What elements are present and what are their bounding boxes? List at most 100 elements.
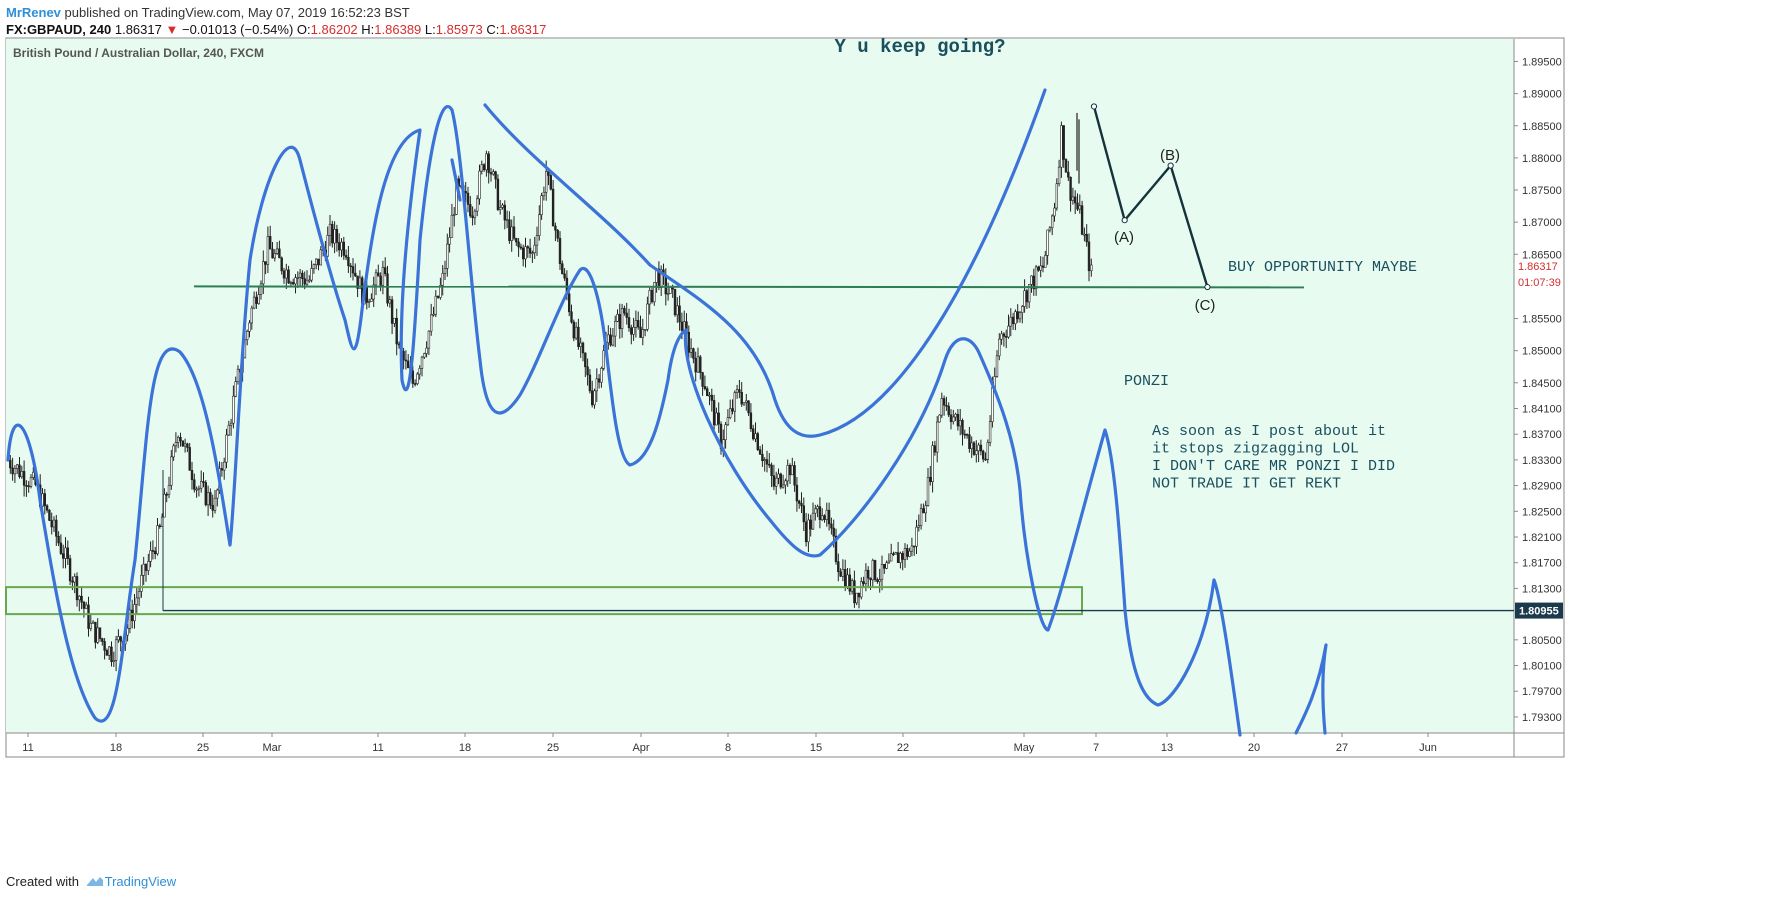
x-tick-label: 25 (547, 742, 559, 754)
x-tick-label: 7 (1093, 742, 1099, 754)
candle-body (825, 509, 829, 520)
candle-body (593, 390, 596, 406)
candle-body (807, 519, 810, 543)
wave-label-a: (A) (1114, 229, 1134, 246)
freehand-arc-top[interactable] (483, 88, 1047, 438)
candle-body (498, 207, 502, 210)
wave-pivot[interactable] (1121, 217, 1128, 224)
candle-body (1051, 215, 1054, 229)
candle-body (761, 453, 764, 462)
wave-pivot[interactable] (1167, 162, 1174, 169)
candle-body (726, 417, 730, 426)
candle-body (18, 464, 21, 478)
candle-body (820, 515, 824, 521)
y-tick-label: 1.85000 (1522, 346, 1562, 358)
low-label: L: (424, 22, 436, 37)
candle-body (906, 548, 909, 557)
candle-body (156, 525, 159, 555)
freehand-wave-right[interactable] (683, 328, 1242, 737)
candle-body (521, 247, 525, 260)
open-label: O: (296, 22, 311, 37)
candle-body (303, 278, 306, 285)
candle-body (411, 370, 414, 384)
tradingview-brand[interactable]: TradingView (104, 874, 177, 889)
candle-body (740, 392, 743, 405)
candle-body (61, 553, 65, 559)
candle-body (101, 638, 104, 642)
candle-body (607, 334, 610, 344)
candle-body (986, 442, 990, 460)
candle-body (73, 576, 76, 583)
candle-body (581, 342, 585, 354)
candle-body (625, 312, 628, 318)
candle-body (998, 338, 1001, 357)
chart-pane[interactable] (6, 39, 1514, 733)
candle-body (1030, 275, 1033, 285)
candle-body (915, 526, 918, 547)
candle-body (252, 296, 256, 309)
candle-body (227, 424, 230, 436)
candle-body (469, 204, 472, 217)
annotation-note-line: I DON'T CARE MR PONZI I DID (1152, 458, 1395, 475)
candle-body (919, 508, 923, 526)
candle-body (850, 580, 854, 592)
candle-body (172, 445, 175, 458)
candle-body (351, 266, 355, 274)
freehand-wave-end[interactable] (1294, 643, 1328, 735)
abc-wave-line[interactable] (1092, 106, 1209, 288)
candle-body (866, 569, 870, 579)
candle-body (1048, 227, 1052, 231)
candle-body (611, 335, 615, 346)
x-tick-label: 8 (725, 742, 731, 754)
candle-body (206, 492, 210, 506)
candle-body (650, 290, 654, 303)
candle-body (52, 519, 56, 528)
candle-body (1041, 265, 1045, 268)
candle-body (1025, 290, 1029, 303)
candle-body (250, 307, 253, 324)
x-tick-label: 18 (110, 742, 122, 754)
candle-body (687, 331, 691, 353)
candle-body (947, 405, 950, 416)
candle-body (896, 552, 900, 563)
author-name[interactable]: MrRenev (6, 5, 61, 20)
candle-body (494, 171, 497, 180)
candle-body (298, 272, 302, 278)
candle-body (367, 301, 371, 303)
candle-body (705, 388, 709, 397)
candle-body (319, 249, 322, 266)
candle-body (305, 279, 309, 285)
y-tick-label: 1.81300 (1522, 583, 1562, 595)
candle-body (917, 525, 921, 528)
candle-body (666, 293, 670, 295)
candle-body (223, 461, 226, 471)
candle-body (475, 198, 479, 212)
candle-body (393, 317, 396, 324)
candle-body (676, 305, 679, 316)
candle-body (202, 481, 205, 483)
candle-body (901, 553, 904, 560)
freehand-tick (450, 158, 462, 202)
candle-body (347, 257, 350, 267)
tradingview-logo-icon (86, 877, 103, 886)
wave-pivot[interactable] (1090, 103, 1098, 110)
support-line[interactable] (193, 285, 1305, 289)
y-tick-label: 1.82900 (1522, 481, 1562, 493)
candle-body (209, 492, 212, 506)
candle-body (383, 267, 387, 275)
candle-body (735, 389, 739, 393)
wave-pivot[interactable] (1204, 283, 1211, 291)
candle-body (613, 321, 617, 337)
y-tick-label: 1.82100 (1522, 532, 1562, 544)
x-tick-label: 11 (22, 742, 33, 754)
candle-body (832, 527, 835, 537)
candle-body (147, 561, 150, 571)
candle-body (678, 305, 681, 323)
candle-body (724, 424, 727, 440)
support-zone[interactable] (5, 586, 1083, 616)
candle-body (765, 459, 769, 465)
candle-body (584, 352, 587, 368)
candle-body (945, 404, 948, 407)
freehand-wave-left[interactable] (6, 105, 688, 723)
